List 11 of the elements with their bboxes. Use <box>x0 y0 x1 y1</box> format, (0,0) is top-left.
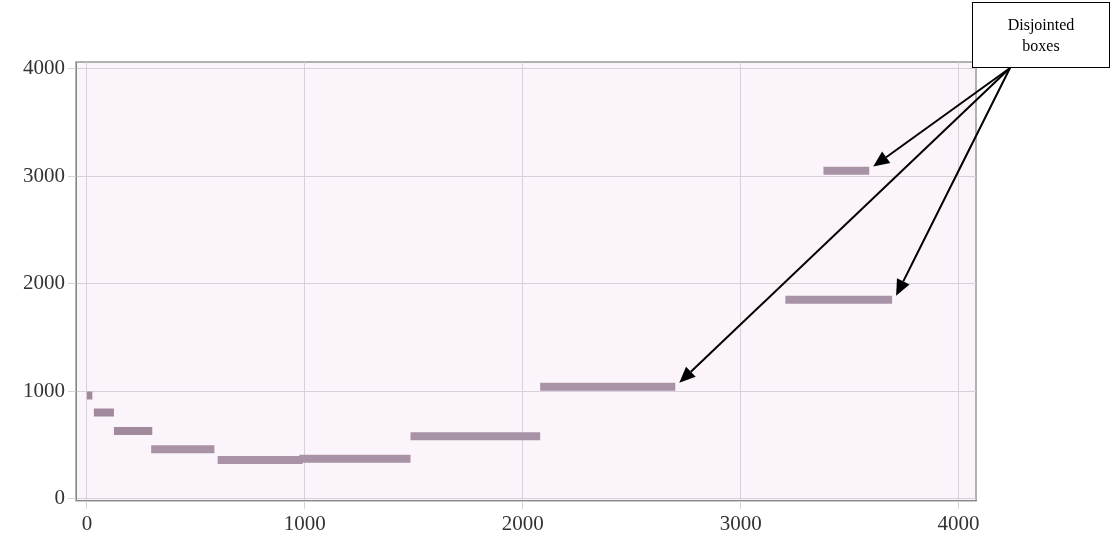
x-tick-label: 3000 <box>719 510 762 535</box>
x-tick-label: 2000 <box>501 510 544 535</box>
y-tick-label: 3000 <box>23 162 65 187</box>
callout-box: Disjointed boxes <box>972 2 1110 68</box>
y-tick-label: 0 <box>54 485 65 510</box>
x-tick-label: 0 <box>81 510 93 535</box>
y-tick-label: 1000 <box>23 377 65 402</box>
x-tick-label: 1000 <box>283 510 326 535</box>
x-tick-label: 4000 <box>937 510 980 535</box>
y-tick-label: 4000 <box>23 54 65 79</box>
y-tick-label: 2000 <box>23 270 65 295</box>
